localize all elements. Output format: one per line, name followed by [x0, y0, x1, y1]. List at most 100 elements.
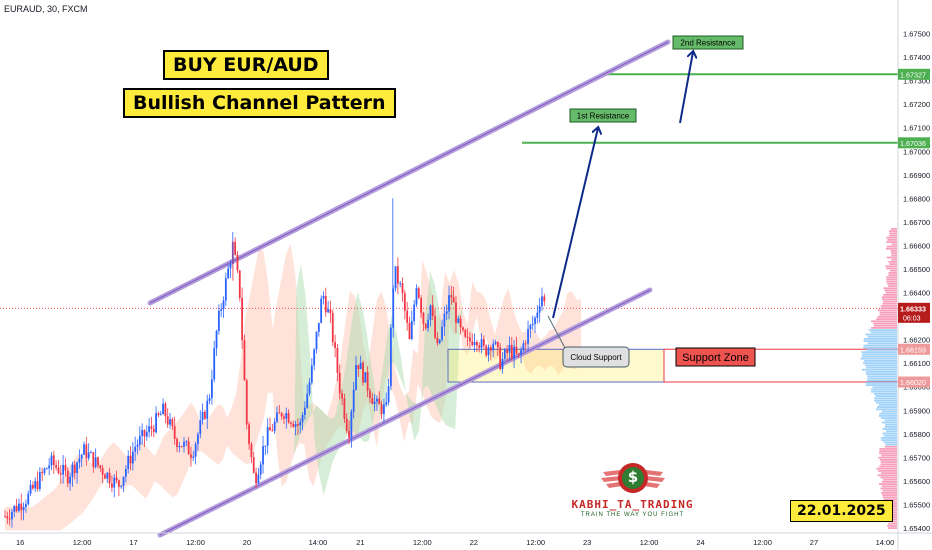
- candle-body: [41, 472, 44, 474]
- volume-bar: [863, 360, 897, 362]
- volume-bar: [879, 311, 897, 314]
- candle-body: [366, 372, 369, 391]
- y-tick-label: 1.65600: [903, 477, 930, 486]
- candle-body: [413, 304, 416, 322]
- ichimoku-cloud: [5, 243, 582, 531]
- candle-body: [236, 254, 239, 271]
- candle-body: [487, 347, 490, 356]
- candle-body: [111, 483, 113, 488]
- volume-bar: [873, 322, 897, 325]
- candle-body: [38, 472, 41, 489]
- candle-body: [364, 372, 367, 383]
- candle-body: [485, 345, 488, 356]
- y-tick-label: 1.65400: [903, 524, 930, 533]
- candle-body: [176, 438, 178, 447]
- x-tick-label: 21: [356, 538, 364, 547]
- candle-body: [129, 455, 132, 464]
- candle-body: [120, 485, 123, 487]
- x-tick-label: 27: [810, 538, 818, 547]
- candle-body: [376, 398, 378, 402]
- chart-subtitle: Bullish Channel Pattern: [123, 88, 396, 118]
- tag-support-top-bg: [898, 343, 930, 355]
- label-cloud-support-box: [562, 346, 630, 368]
- date-badge: 22.01.2025: [790, 500, 893, 522]
- candle-body: [36, 481, 39, 489]
- candle-body: [496, 342, 499, 348]
- volume-bar: [874, 399, 897, 402]
- candle-body: [252, 457, 255, 473]
- tag-current-bg: [898, 302, 930, 323]
- volume-bar: [871, 327, 897, 329]
- volume-bar: [867, 335, 897, 338]
- candle-body: [183, 441, 185, 447]
- y-tick-label: 1.66200: [903, 336, 930, 345]
- candle-body: [162, 403, 164, 415]
- tag-r2: 1.67327: [900, 70, 926, 79]
- y-tick-label: 1.66400: [903, 289, 930, 298]
- candle-body: [464, 330, 467, 337]
- candle-body: [503, 349, 506, 359]
- volume-bar: [886, 236, 897, 239]
- volume-bar: [878, 415, 897, 417]
- volume-bar: [877, 474, 897, 477]
- candle-body: [441, 326, 443, 340]
- volume-bar: [863, 362, 897, 364]
- candle-body: [350, 411, 353, 438]
- candle-body: [108, 472, 111, 484]
- candle-body: [64, 464, 67, 471]
- candle-body: [394, 266, 397, 289]
- candle-body: [494, 342, 497, 344]
- candle-body: [471, 341, 474, 346]
- candle-body: [531, 324, 534, 326]
- candle-body: [62, 464, 65, 475]
- candle-body: [459, 318, 462, 328]
- candle-body: [66, 470, 69, 484]
- candle-body: [48, 465, 51, 469]
- volume-bar: [887, 239, 897, 241]
- candle-body: [78, 458, 81, 463]
- candle-body: [178, 446, 181, 448]
- volume-bar: [882, 302, 897, 305]
- volume-bar: [891, 518, 897, 521]
- y-tick-label: 1.66600: [903, 241, 930, 250]
- candle-body: [448, 295, 450, 312]
- volume-bar: [888, 272, 897, 274]
- candle-body: [329, 309, 332, 314]
- tag-support-top: 1.66159: [900, 345, 926, 354]
- volume-bar: [886, 276, 897, 279]
- candle-body: [227, 268, 230, 279]
- volume-bar: [877, 316, 897, 318]
- candle-body: [341, 393, 343, 399]
- candle-body: [452, 297, 455, 303]
- candle-body: [250, 444, 253, 458]
- candle-body: [145, 432, 148, 437]
- volume-bar: [879, 448, 897, 450]
- candle-body: [8, 518, 11, 520]
- label-2nd-resistance: 2nd Resistance: [680, 38, 736, 47]
- volume-bar: [887, 283, 897, 285]
- volume-bar: [874, 397, 897, 400]
- candle-body: [403, 293, 406, 311]
- candle-body: [59, 473, 62, 475]
- candle-body: [215, 330, 218, 349]
- candle-body: [31, 484, 34, 489]
- volume-bar: [888, 285, 897, 287]
- volume-bar: [861, 351, 897, 353]
- channel-lower-core: [159, 289, 651, 536]
- candle-body: [331, 313, 334, 343]
- arrow-to-r2: [679, 52, 693, 124]
- candle-body: [392, 288, 395, 328]
- candle-body: [118, 480, 120, 487]
- candle-body: [15, 505, 18, 511]
- candle-body: [529, 325, 532, 329]
- candle-body: [169, 419, 171, 425]
- candle-body: [536, 312, 539, 318]
- candle-body: [73, 464, 76, 474]
- tag-current: 1.66333: [900, 304, 926, 313]
- volume-bar: [885, 430, 897, 433]
- candle-body: [210, 379, 213, 399]
- candle-body: [501, 358, 504, 370]
- candle-body: [180, 446, 183, 448]
